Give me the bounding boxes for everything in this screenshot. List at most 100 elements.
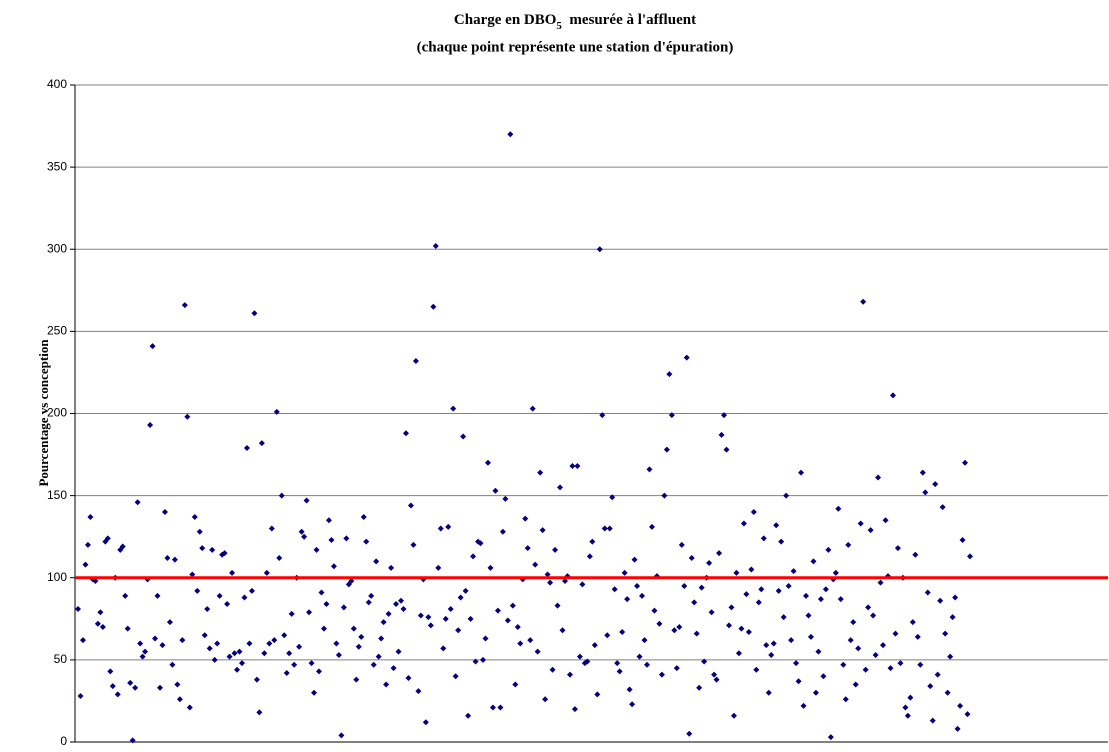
data-point	[164, 555, 171, 562]
data-point	[596, 246, 603, 253]
data-point	[611, 586, 618, 593]
data-point	[87, 513, 94, 520]
data-point	[691, 599, 698, 606]
data-point	[355, 643, 362, 650]
data-point	[954, 725, 961, 732]
data-point	[276, 555, 283, 562]
data-point	[184, 413, 191, 420]
data-point	[840, 661, 847, 668]
data-point	[457, 594, 464, 601]
data-point	[728, 604, 735, 611]
data-point	[539, 527, 546, 534]
data-point	[882, 517, 889, 524]
data-point	[964, 711, 971, 718]
data-point	[800, 702, 807, 709]
data-point	[79, 637, 86, 644]
data-point	[743, 591, 750, 598]
data-point	[119, 543, 126, 550]
data-point	[191, 513, 198, 520]
data-point	[785, 582, 792, 589]
data-point	[877, 579, 884, 586]
data-point	[288, 610, 295, 617]
data-point	[236, 648, 243, 655]
data-point	[231, 650, 238, 657]
data-point	[462, 587, 469, 594]
data-point	[375, 653, 382, 660]
data-point	[134, 499, 141, 506]
data-point	[358, 633, 365, 640]
data-point	[497, 704, 504, 711]
data-point	[325, 517, 332, 524]
data-point	[504, 617, 511, 624]
data-point	[484, 459, 491, 466]
data-point	[75, 605, 81, 612]
data-point	[817, 596, 824, 603]
data-point	[224, 601, 231, 608]
data-point	[624, 596, 631, 603]
data-point	[378, 635, 385, 642]
y-tick-label: 50	[54, 652, 68, 666]
data-point	[904, 712, 911, 719]
data-point	[917, 661, 924, 668]
data-point	[634, 582, 641, 589]
data-point	[532, 561, 539, 568]
data-point	[934, 671, 941, 678]
data-point	[161, 509, 168, 516]
data-point	[822, 586, 829, 593]
data-point	[929, 717, 936, 724]
data-point	[348, 578, 355, 585]
data-point	[725, 622, 732, 629]
data-point	[708, 609, 715, 616]
data-point	[340, 604, 347, 611]
data-point	[663, 446, 670, 453]
data-point	[129, 737, 136, 744]
data-point	[668, 412, 675, 419]
data-point	[313, 546, 320, 553]
data-point	[425, 614, 432, 621]
data-point	[435, 564, 442, 571]
data-point	[907, 694, 914, 701]
data-point	[740, 520, 747, 527]
data-point	[127, 679, 134, 686]
data-point	[760, 535, 767, 542]
data-point	[229, 569, 236, 576]
data-point	[842, 696, 849, 703]
data-point	[268, 525, 275, 532]
data-point	[942, 630, 949, 637]
data-point	[248, 587, 255, 594]
data-point	[211, 656, 218, 663]
data-point	[857, 520, 864, 527]
data-point	[688, 555, 695, 562]
y-tick-label: 0	[60, 734, 67, 747]
data-point	[452, 673, 459, 680]
data-point	[174, 681, 181, 688]
data-point	[889, 392, 896, 399]
data-point	[243, 444, 250, 451]
y-tick-label: 300	[47, 241, 67, 255]
data-point	[487, 564, 494, 571]
data-point	[109, 683, 116, 690]
data-point	[216, 592, 223, 599]
data-point	[499, 528, 506, 535]
data-point	[860, 298, 867, 305]
data-point	[258, 440, 265, 447]
data-point	[122, 592, 129, 599]
data-point	[897, 660, 904, 667]
data-point	[609, 494, 616, 501]
data-point	[253, 676, 260, 683]
data-point	[251, 310, 258, 317]
data-point	[537, 469, 544, 476]
data-point	[306, 609, 313, 616]
data-point	[159, 642, 166, 649]
data-point	[273, 408, 280, 415]
data-point	[84, 541, 91, 548]
data-point	[584, 658, 591, 665]
data-point	[194, 587, 201, 594]
data-point	[422, 719, 429, 726]
data-point	[678, 541, 685, 548]
data-point	[385, 610, 392, 617]
data-point	[947, 653, 954, 660]
data-point	[763, 642, 770, 649]
data-point	[671, 627, 678, 634]
data-point	[576, 653, 583, 660]
